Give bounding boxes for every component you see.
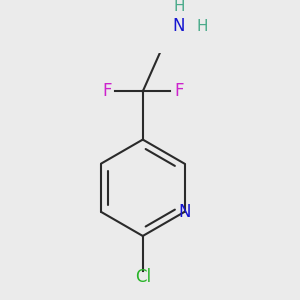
Text: F: F [102,82,111,100]
Text: H: H [196,19,208,34]
Text: Cl: Cl [135,268,151,286]
Text: F: F [174,82,184,100]
Text: H: H [173,0,185,14]
Text: N: N [173,17,185,35]
Text: N: N [178,203,191,221]
